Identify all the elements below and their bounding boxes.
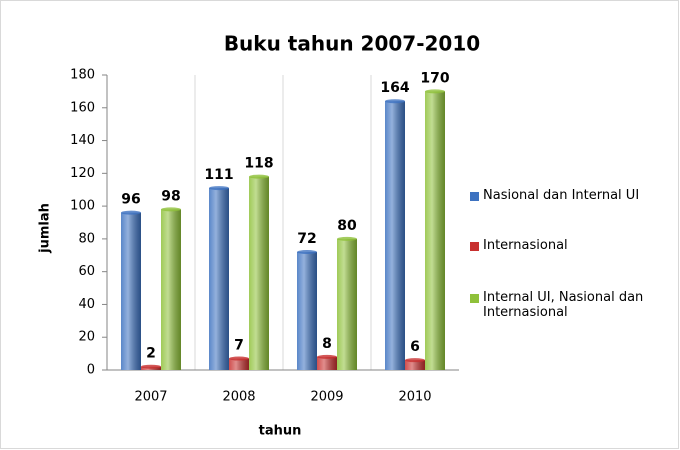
x-tick-label: 2007	[134, 390, 167, 405]
bar-cap	[249, 174, 269, 179]
bar-cap	[121, 210, 141, 215]
value-label: 170	[420, 70, 449, 86]
bar-shade	[249, 176, 269, 370]
bar-cap	[161, 207, 181, 212]
y-tick-label: 0	[87, 363, 95, 378]
value-label: 7	[234, 338, 244, 354]
value-label: 8	[322, 336, 332, 352]
y-tick-label: 100	[70, 199, 95, 214]
y-tick-label: 80	[78, 231, 95, 246]
legend-label: Internal UI, Nasional dan Internasional	[483, 290, 644, 320]
value-label: 6	[410, 339, 420, 355]
legend-swatch	[470, 294, 479, 303]
bar-shade	[405, 360, 425, 370]
bar-cap	[141, 364, 161, 369]
y-tick-label: 140	[70, 133, 95, 148]
x-axis-label: tahun	[259, 424, 302, 439]
bar-shade	[385, 101, 405, 370]
legend-label: Nasional dan Internal UI	[483, 188, 640, 203]
bar-cap	[297, 250, 317, 254]
value-label: 118	[244, 156, 273, 172]
legend-swatch	[470, 192, 479, 201]
legend-label: Internasional	[483, 238, 568, 253]
x-tick-label: 2008	[222, 390, 255, 405]
bar-cap	[229, 356, 249, 361]
y-tick-label: 20	[78, 330, 95, 345]
y-tick-label: 160	[70, 100, 95, 115]
bar-shade	[337, 238, 357, 370]
y-tick-label: 180	[70, 68, 95, 83]
bar-cap	[425, 89, 445, 94]
legend-item: Internasional	[470, 238, 675, 253]
y-tick-label: 60	[78, 264, 95, 279]
legend-swatch	[470, 242, 479, 251]
bar-cap	[317, 354, 337, 359]
value-label: 72	[297, 231, 316, 247]
value-label: 111	[204, 167, 233, 183]
bar-shade	[297, 252, 317, 370]
value-label: 98	[161, 188, 180, 204]
x-tick-label: 2009	[310, 390, 343, 405]
chart-title: Buku tahun 2007-2010	[224, 32, 480, 56]
bar-cap	[209, 186, 229, 191]
y-tick-label: 40	[78, 297, 95, 312]
bar-shade	[317, 356, 337, 370]
bar-shade	[425, 91, 445, 370]
value-label: 164	[380, 80, 409, 96]
y-tick-label: 120	[70, 166, 95, 181]
value-label: 80	[337, 218, 357, 234]
bar-cap	[337, 236, 357, 241]
value-label: 2	[146, 346, 156, 362]
x-tick-label: 2010	[398, 390, 431, 405]
bar-shade	[121, 212, 141, 370]
y-axis-label: jumlah	[38, 203, 53, 254]
bar-cap	[405, 358, 425, 363]
bar-shade	[161, 209, 181, 370]
bar-shade	[209, 188, 229, 370]
value-label: 96	[121, 192, 140, 208]
bar-cap	[385, 99, 405, 104]
legend-item: Internal UI, Nasional dan Internasional	[470, 290, 675, 320]
legend-item: Nasional dan Internal UI	[470, 188, 675, 203]
bar-shade	[229, 358, 249, 370]
